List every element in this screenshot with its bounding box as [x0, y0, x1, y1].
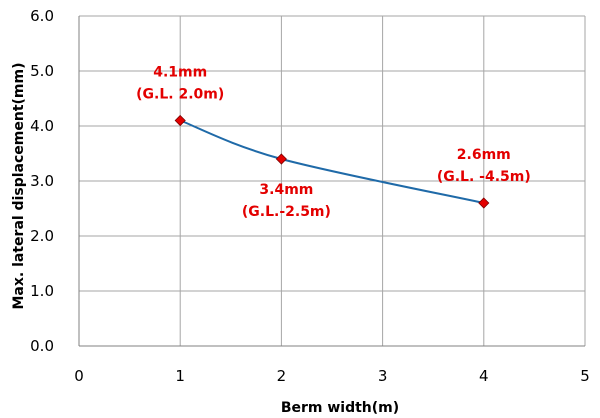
data-label: (G.L. 2.0m) — [136, 87, 224, 103]
y-axis-title: Max. lateral displacement(mm) — [11, 63, 27, 310]
data-label: 2.6mm — [457, 147, 511, 163]
grid — [79, 15, 586, 346]
series-line — [179, 119, 485, 204]
data-label: 3.4mm — [259, 182, 313, 198]
y-tick-label: 5.0 — [30, 62, 54, 80]
data-point-marker — [174, 114, 186, 127]
annotations: 4.1mm (G.L. 2.0m) 3.4mm (G.L.-2.5m) 2.6mm (G.… — [136, 65, 531, 221]
x-tick-label: 3 — [378, 367, 388, 385]
y-tick-label: 4.0 — [30, 117, 54, 135]
y-tick-label: 2.0 — [30, 227, 54, 245]
x-tick-label: 1 — [175, 367, 185, 385]
data-label: (G.L.-2.5m) — [242, 204, 331, 220]
x-tick-label: 5 — [580, 367, 590, 385]
x-axis-title: Berm width(m) — [281, 400, 399, 416]
y-tick-label: 3.0 — [30, 172, 54, 190]
y-tick-label: 1.0 — [30, 282, 54, 300]
y-tick-label: 6.0 — [30, 7, 54, 25]
x-tick-label: 4 — [479, 367, 489, 385]
y-tick-label: 0.0 — [30, 337, 54, 355]
data-point-marker — [275, 153, 287, 165]
data-label: (G.L. -4.5m) — [437, 169, 531, 185]
x-tick-label: 2 — [277, 367, 287, 385]
data-point-marker — [478, 197, 490, 209]
data-label: 4.1mm — [153, 65, 207, 81]
x-tick-label: 0 — [74, 367, 84, 385]
series — [174, 114, 490, 209]
axes: 0.0 1.0 2.0 3.0 4.0 5.0 6.0 0 1 2 3 4 5 — [30, 7, 590, 385]
